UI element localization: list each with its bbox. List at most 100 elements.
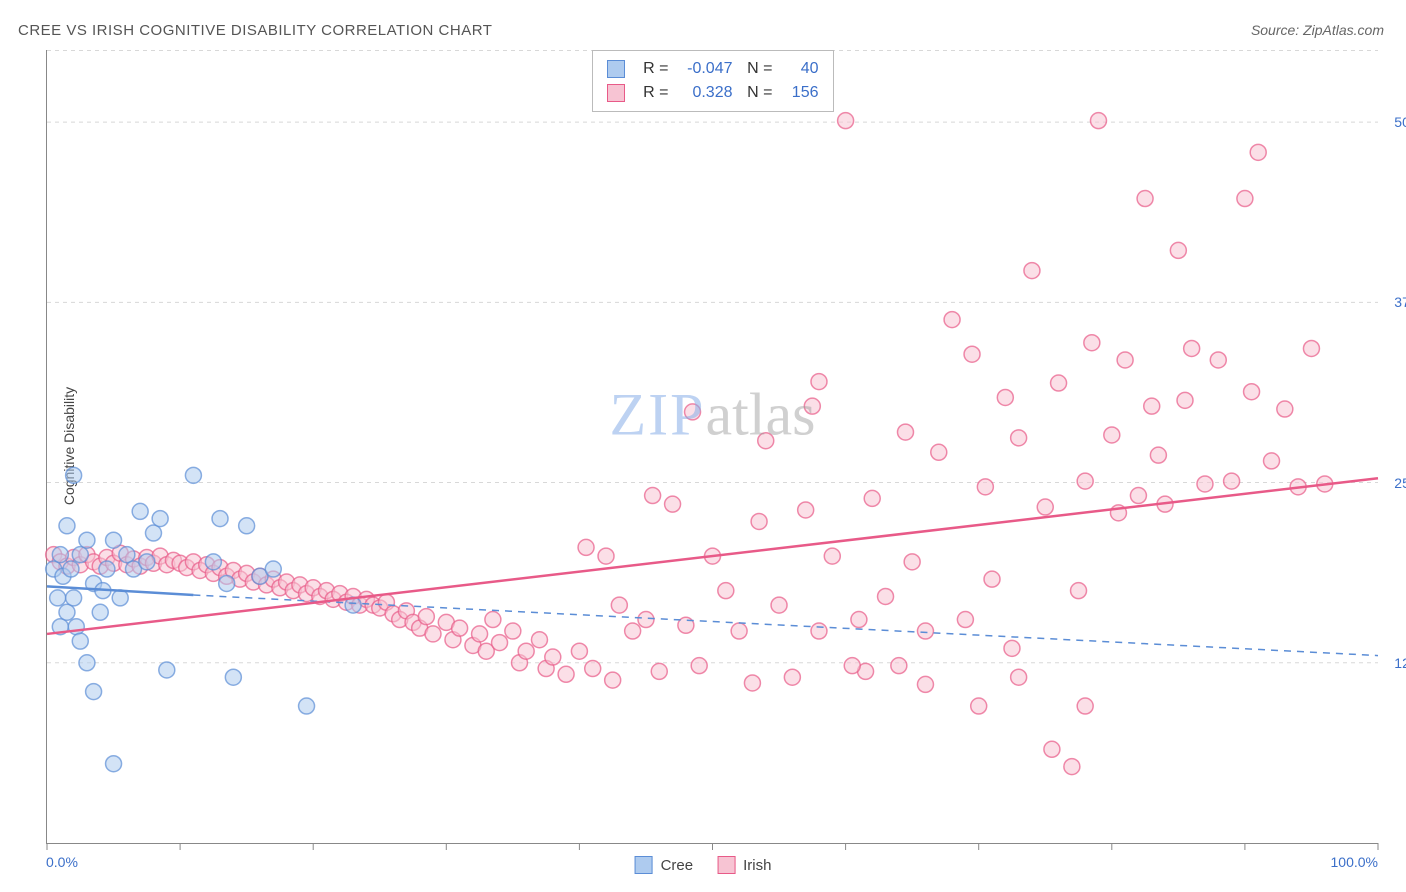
- scatter-point: [132, 503, 148, 519]
- scatter-point: [72, 633, 88, 649]
- scatter-point: [1184, 340, 1200, 356]
- y-tick-label: 37.5%: [1394, 294, 1406, 310]
- scatter-point: [1011, 430, 1027, 446]
- scatter-point: [152, 511, 168, 527]
- scatter-point: [851, 612, 867, 628]
- scatter-point: [997, 389, 1013, 405]
- scatter-point: [1104, 427, 1120, 443]
- cree-r-value: -0.047: [679, 57, 733, 81]
- scatter-point: [804, 398, 820, 414]
- chart-title: CREE VS IRISH COGNITIVE DISABILITY CORRE…: [18, 22, 492, 39]
- scatter-point: [897, 424, 913, 440]
- scatter-point: [106, 756, 122, 772]
- scatter-point: [638, 612, 654, 628]
- scatter-point: [92, 604, 108, 620]
- source-label: Source: ZipAtlas.com: [1251, 22, 1384, 38]
- scatter-point: [1071, 583, 1087, 599]
- scatter-point: [79, 532, 95, 548]
- scatter-point: [505, 623, 521, 639]
- scatter-point: [1090, 113, 1106, 129]
- scatter-point: [1170, 242, 1186, 258]
- scatter-point: [212, 511, 228, 527]
- legend-item-cree: Cree: [635, 856, 694, 874]
- scatter-point: [605, 672, 621, 688]
- scatter-point: [598, 548, 614, 564]
- scatter-point: [52, 547, 68, 563]
- scatter-point: [205, 554, 221, 570]
- irish-swatch: [607, 84, 625, 102]
- scatter-point: [1037, 499, 1053, 515]
- irish-r-value: 0.328: [679, 81, 733, 105]
- scatter-point: [685, 404, 701, 420]
- scatter-point: [665, 496, 681, 512]
- scatter-point: [1077, 698, 1093, 714]
- scatter-point: [1064, 759, 1080, 775]
- scatter-point: [1197, 476, 1213, 492]
- scatter-point: [811, 374, 827, 390]
- scatter-point: [545, 649, 561, 665]
- scatter-point: [531, 632, 547, 648]
- scatter-point: [691, 658, 707, 674]
- scatter-point: [625, 623, 641, 639]
- chart-svg: [47, 50, 1378, 843]
- irish-n-value: 156: [783, 81, 819, 105]
- scatter-point: [864, 490, 880, 506]
- scatter-point: [758, 433, 774, 449]
- scatter-point: [1244, 384, 1260, 400]
- scatter-point: [1150, 447, 1166, 463]
- scatter-point: [611, 597, 627, 613]
- scatter-point: [72, 547, 88, 563]
- scatter-point: [891, 658, 907, 674]
- scatter-point: [159, 662, 175, 678]
- scatter-point: [984, 571, 1000, 587]
- scatter-point: [1224, 473, 1240, 489]
- scatter-point: [917, 676, 933, 692]
- scatter-point: [66, 590, 82, 606]
- scatter-point: [425, 626, 441, 642]
- scatter-point: [751, 513, 767, 529]
- scatter-point: [964, 346, 980, 362]
- scatter-point: [838, 113, 854, 129]
- scatter-point: [452, 620, 468, 636]
- scatter-point: [558, 666, 574, 682]
- scatter-point: [472, 626, 488, 642]
- scatter-point: [79, 655, 95, 671]
- scatter-point: [1210, 352, 1226, 368]
- r-label: R =: [635, 81, 669, 105]
- scatter-point: [1144, 398, 1160, 414]
- scatter-point: [63, 561, 79, 577]
- scatter-point: [744, 675, 760, 691]
- scatter-point: [139, 554, 155, 570]
- scatter-point: [1303, 340, 1319, 356]
- scatter-point: [771, 597, 787, 613]
- scatter-point: [651, 663, 667, 679]
- scatter-point: [798, 502, 814, 518]
- plot-area: ZIPatlas R = -0.047 N = 40 R = 0.328 N =…: [46, 50, 1378, 844]
- scatter-point: [1051, 375, 1067, 391]
- scatter-point: [824, 548, 840, 564]
- scatter-point: [99, 561, 115, 577]
- chart-container: CREE VS IRISH COGNITIVE DISABILITY CORRE…: [0, 0, 1406, 892]
- stats-row-cree: R = -0.047 N = 40: [607, 57, 819, 81]
- scatter-point: [1137, 191, 1153, 207]
- cree-n-value: 40: [783, 57, 819, 81]
- scatter-point: [1011, 669, 1027, 685]
- bottom-legend: Cree Irish: [635, 856, 772, 874]
- scatter-point: [878, 588, 894, 604]
- scatter-point: [418, 609, 434, 625]
- scatter-point: [145, 525, 161, 541]
- cree-swatch: [607, 60, 625, 78]
- scatter-point: [225, 669, 241, 685]
- n-label: N =: [743, 81, 773, 105]
- scatter-point: [485, 612, 501, 628]
- x-min-label: 0.0%: [46, 854, 78, 870]
- legend-irish-label: Irish: [743, 857, 771, 874]
- scatter-point: [59, 604, 75, 620]
- scatter-point: [1077, 473, 1093, 489]
- scatter-point: [1084, 335, 1100, 351]
- scatter-point: [66, 467, 82, 483]
- y-tick-label: 50.0%: [1394, 114, 1406, 130]
- scatter-point: [1117, 352, 1133, 368]
- x-max-label: 100.0%: [1331, 854, 1378, 870]
- scatter-point: [904, 554, 920, 570]
